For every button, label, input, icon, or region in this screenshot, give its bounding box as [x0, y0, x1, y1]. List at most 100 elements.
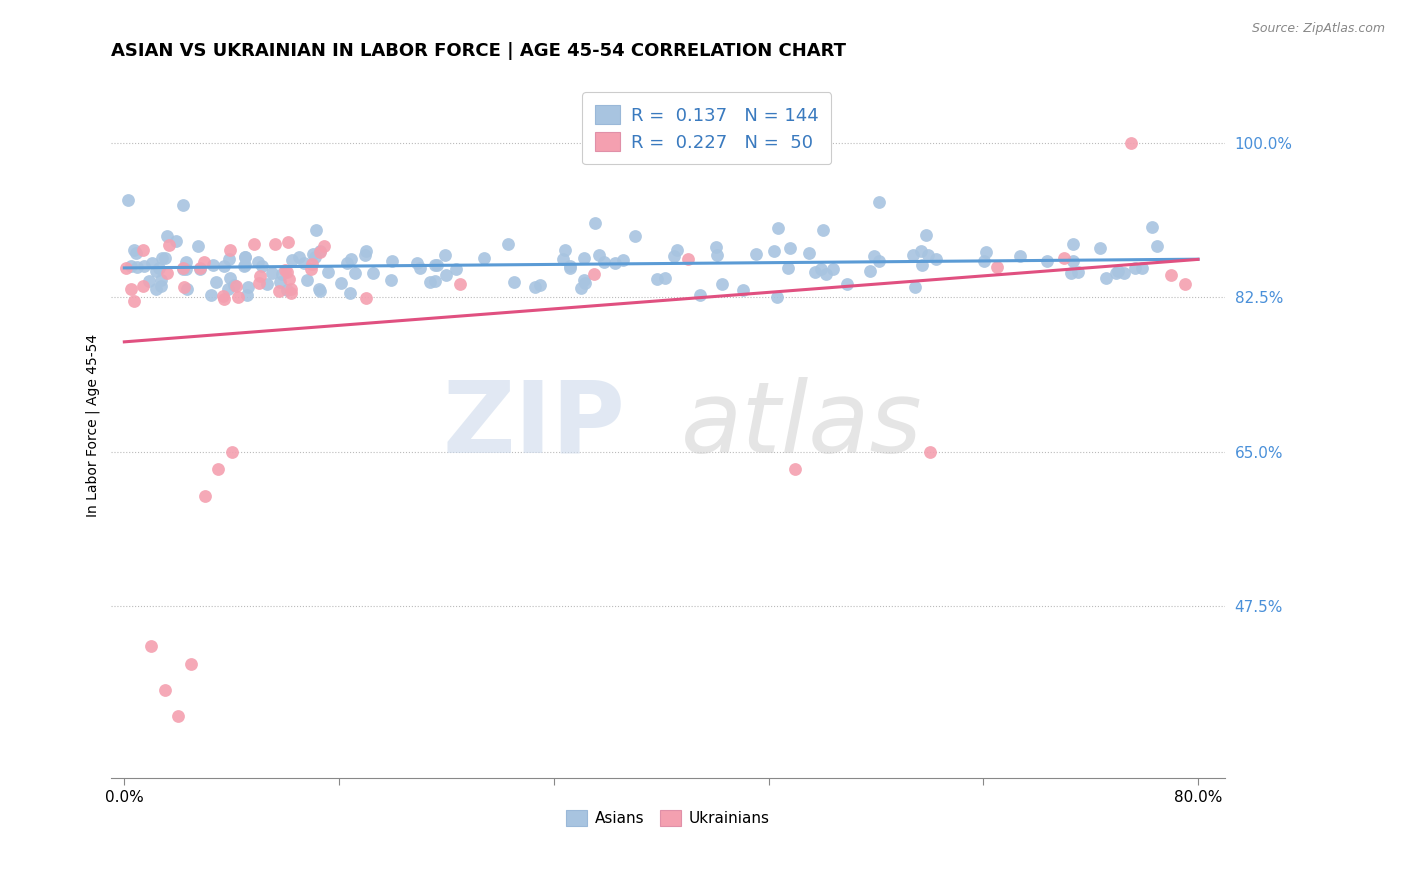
Point: [583, 267, 606, 281]
Point: [287, 250, 309, 264]
Point: [423, 259, 446, 273]
Point: [496, 237, 519, 252]
Point: [122, 243, 145, 257]
Point: [145, 282, 167, 296]
Point: [145, 264, 167, 278]
Point: [263, 237, 285, 252]
Point: [236, 279, 259, 293]
Point: [444, 261, 467, 276]
Point: [612, 253, 634, 268]
Point: [172, 260, 194, 275]
Point: [308, 282, 330, 296]
Point: [194, 489, 217, 503]
Point: [138, 275, 160, 289]
Point: [914, 227, 936, 242]
Point: [904, 280, 927, 294]
Point: [219, 244, 242, 258]
Point: [132, 243, 155, 257]
Point: [910, 244, 932, 258]
Point: [835, 277, 858, 291]
Point: [551, 252, 574, 266]
Point: [409, 260, 432, 275]
Point: [1035, 253, 1057, 268]
Point: [779, 241, 801, 255]
Point: [1053, 251, 1076, 265]
Point: [574, 277, 596, 291]
Point: [1130, 261, 1153, 276]
Point: [132, 259, 155, 273]
Point: [308, 285, 330, 299]
Point: [810, 262, 832, 277]
Point: [308, 244, 330, 258]
Point: [312, 239, 335, 253]
Point: [918, 444, 941, 458]
Point: [207, 462, 229, 476]
Text: ZIP: ZIP: [443, 376, 626, 474]
Point: [1094, 271, 1116, 285]
Point: [654, 271, 676, 285]
Point: [188, 261, 211, 276]
Point: [711, 277, 734, 291]
Point: [125, 245, 148, 260]
Point: [745, 247, 768, 261]
Point: [211, 289, 233, 303]
Point: [569, 281, 592, 295]
Legend: Asians, Ukrainians: Asians, Ukrainians: [558, 802, 778, 834]
Point: [813, 223, 835, 237]
Point: [294, 255, 316, 269]
Point: [574, 251, 596, 265]
Point: [280, 285, 302, 300]
Point: [132, 279, 155, 293]
Point: [868, 253, 890, 268]
Point: [662, 249, 685, 263]
Point: [592, 255, 614, 269]
Point: [583, 216, 606, 230]
Point: [434, 247, 457, 261]
Point: [156, 266, 179, 280]
Point: [280, 282, 302, 296]
Point: [1112, 266, 1135, 280]
Point: [157, 238, 180, 252]
Point: [122, 294, 145, 309]
Point: [339, 285, 361, 300]
Point: [354, 244, 377, 259]
Point: [127, 260, 149, 274]
Point: [329, 276, 352, 290]
Point: [269, 285, 291, 299]
Point: [339, 252, 361, 266]
Point: [309, 245, 332, 260]
Point: [863, 248, 886, 262]
Point: [174, 261, 197, 276]
Point: [785, 462, 807, 476]
Point: [503, 275, 526, 289]
Point: [153, 683, 176, 698]
Point: [763, 244, 786, 258]
Point: [247, 276, 270, 290]
Point: [1119, 136, 1142, 150]
Point: [1140, 220, 1163, 235]
Point: [1123, 261, 1146, 276]
Point: [225, 278, 247, 293]
Point: [114, 260, 136, 275]
Point: [925, 252, 948, 267]
Point: [304, 250, 326, 264]
Point: [823, 262, 845, 277]
Point: [554, 243, 576, 257]
Point: [212, 292, 235, 306]
Point: [299, 262, 322, 277]
Point: [243, 236, 266, 251]
Point: [277, 235, 299, 249]
Point: [224, 278, 246, 293]
Point: [689, 288, 711, 302]
Point: [733, 284, 755, 298]
Point: [205, 276, 228, 290]
Point: [120, 282, 142, 296]
Point: [173, 280, 195, 294]
Point: [120, 259, 142, 273]
Point: [117, 194, 139, 208]
Point: [344, 266, 367, 280]
Point: [201, 258, 224, 272]
Point: [141, 639, 163, 653]
Point: [405, 255, 427, 269]
Point: [354, 291, 377, 305]
